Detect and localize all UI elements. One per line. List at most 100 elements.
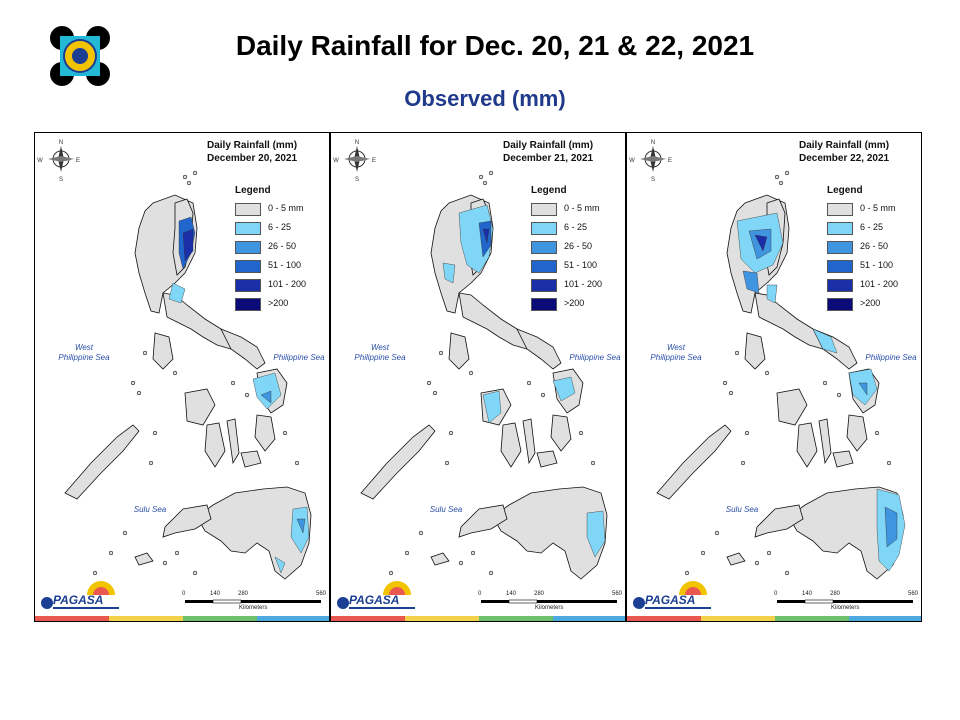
- scale-tick-label: 140: [802, 591, 813, 597]
- color-stripe: [35, 616, 329, 621]
- island-zamboanga: [458, 504, 508, 538]
- islet: [108, 550, 114, 556]
- island-sulu: [134, 552, 154, 566]
- sea-label: West Philippine Sea: [650, 343, 702, 362]
- legend-title: Legend: [531, 185, 567, 196]
- islet: [488, 570, 494, 576]
- legend-label: 101 - 200: [268, 279, 307, 289]
- island-leyte: [254, 414, 276, 452]
- islet: [784, 170, 790, 176]
- compass-letter: S: [59, 177, 63, 183]
- legend-label: 101 - 200: [564, 279, 603, 289]
- islet: [432, 390, 438, 396]
- legend-swatch: [827, 298, 853, 311]
- legend-label: 6 - 25: [860, 222, 884, 232]
- islet: [714, 530, 720, 536]
- islet: [470, 550, 476, 556]
- map-panel-dec-22: N S E W Daily Rainfall (mm) December 22, 20…: [626, 132, 922, 622]
- islet: [578, 430, 584, 436]
- page-subtitle: Observed (mm): [404, 86, 566, 111]
- sea-label: Sulu Sea: [429, 505, 463, 514]
- islet: [740, 460, 746, 466]
- legend-swatch: [531, 260, 557, 273]
- compass-letter: E: [668, 158, 672, 164]
- islet: [754, 560, 760, 566]
- islet: [172, 370, 178, 376]
- legend-swatch: [531, 203, 557, 216]
- scale-tick-label: 0: [774, 591, 778, 597]
- legend-label: 51 - 100: [268, 260, 302, 270]
- island-bicol: [516, 328, 562, 370]
- rainfall-area: [884, 506, 898, 548]
- legend-label: 26 - 50: [564, 241, 593, 251]
- islet: [162, 560, 168, 566]
- islet: [734, 350, 740, 356]
- stripe-segment: [109, 616, 183, 621]
- islet: [700, 550, 706, 556]
- scale-bar: [185, 599, 321, 604]
- islet: [684, 570, 690, 576]
- islet: [448, 430, 454, 436]
- island-sulu: [726, 552, 746, 566]
- islet: [764, 370, 770, 376]
- legend-swatch: [235, 279, 261, 292]
- rainfall-area: [482, 390, 502, 424]
- island-negros: [796, 422, 818, 468]
- compass-letter: E: [372, 158, 376, 164]
- island-cebu: [226, 418, 240, 465]
- stripe-segment: [35, 616, 109, 621]
- islet: [482, 180, 488, 186]
- islet: [526, 380, 532, 386]
- island-zamboanga: [162, 504, 212, 538]
- panel-heading: Daily Rainfall (mm) December 22, 2021: [799, 140, 890, 164]
- stripe-segment: [257, 616, 329, 621]
- compass-letter: W: [629, 158, 635, 164]
- stripe-segment: [627, 616, 701, 621]
- rainfall-area: [274, 556, 286, 574]
- legend-label: 101 - 200: [860, 279, 899, 289]
- legend-label: 0 - 5 mm: [564, 203, 600, 213]
- rainfall-area: [252, 372, 282, 410]
- rainfall-area: [442, 262, 456, 284]
- island-negros: [204, 422, 226, 468]
- island-leyte: [846, 414, 868, 452]
- scale-bar: [481, 599, 617, 604]
- stripe-segment: [849, 616, 921, 621]
- rainfall-area: [296, 518, 306, 534]
- rainfall-area: [482, 228, 490, 244]
- islet: [152, 430, 158, 436]
- island-luzonSouth: [458, 292, 530, 350]
- island-zamboanga: [754, 504, 804, 538]
- islet: [282, 430, 288, 436]
- islet: [426, 380, 432, 386]
- pagasa-logo: PAGASA: [39, 579, 125, 615]
- islet: [192, 170, 198, 176]
- compass-letter: S: [651, 177, 655, 183]
- legend-label: 51 - 100: [564, 260, 598, 270]
- compass-rose-icon: N S E W: [629, 140, 672, 183]
- scale-tick-label: 560: [316, 591, 327, 597]
- pagasa-logo: PAGASA: [335, 579, 421, 615]
- panel-heading: Daily Rainfall (mm) December 21, 2021: [503, 140, 594, 164]
- rainfall-area: [754, 234, 768, 252]
- island-mindanao: [196, 486, 312, 580]
- rainfall-area: [182, 228, 194, 262]
- legend-swatch: [827, 279, 853, 292]
- philippines-rainfall-map: N S E W: [629, 140, 913, 604]
- legend-swatch: [531, 241, 557, 254]
- philippines-rainfall-map: N S E W: [333, 140, 617, 604]
- rainfall-area: [858, 382, 868, 396]
- scale-bar: [777, 599, 913, 604]
- rainfall-area: [552, 376, 576, 402]
- legend-swatch: [827, 203, 853, 216]
- compass-letter: W: [333, 158, 339, 164]
- islet: [728, 390, 734, 396]
- islet: [418, 530, 424, 536]
- stripe-segment: [183, 616, 257, 621]
- philippines-rainfall-map: N S E W: [37, 140, 321, 604]
- island-group: [64, 170, 312, 580]
- pagasa-wordmark: PAGASA: [53, 593, 104, 607]
- island-mindanao: [788, 486, 904, 580]
- scale-unit-label: Kilometers: [239, 605, 268, 611]
- islet: [148, 460, 154, 466]
